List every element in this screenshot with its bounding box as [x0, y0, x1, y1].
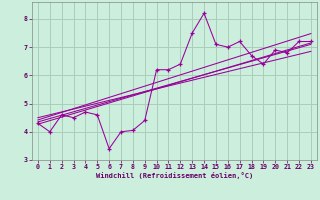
- X-axis label: Windchill (Refroidissement éolien,°C): Windchill (Refroidissement éolien,°C): [96, 172, 253, 179]
